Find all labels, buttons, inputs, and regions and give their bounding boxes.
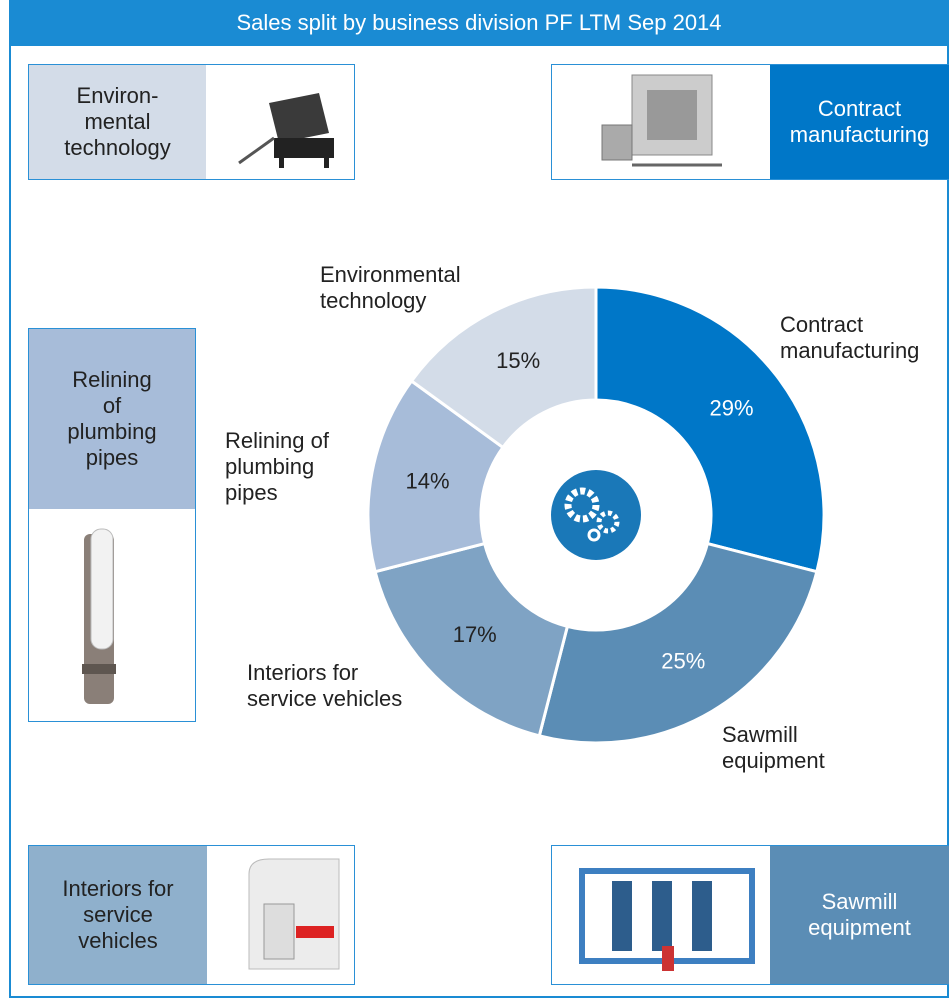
panel-image [238,93,334,168]
panel-label: Relining of plumbing pipes [29,329,195,509]
slice [373,541,570,738]
chart-title: Sales split by business division PF LTM … [9,0,949,46]
value-label: 15% [496,348,540,373]
category-label: Sawmill equipment [722,722,825,773]
slice [409,285,598,450]
panel: Environ- mental technology [28,64,355,180]
center-icon [551,470,641,560]
category-label: Environmental technology [320,262,461,313]
panel: Sawmill equipment [551,845,949,985]
panel: Contract manufacturing [551,64,949,180]
panel: Interiors for service vehicles [28,845,355,985]
panel-image [579,868,755,971]
panel-label: Interiors for service vehicles [29,846,207,984]
value-label: 17% [453,622,497,647]
panel-label: Contract manufacturing [770,65,949,179]
panel-label: Sawmill equipment [770,846,949,984]
panel-label: Environ- mental technology [29,65,206,179]
panel-image [601,74,722,167]
value-label: 29% [709,396,753,421]
category-label: Interiors for service vehicles [247,660,403,711]
panel-image [82,528,116,704]
category-label: Contract manufacturing [780,312,920,363]
panel-image [248,858,340,970]
panel: Relining of plumbing pipes [28,328,196,722]
category-label: Relining of plumbing pipes [225,428,329,505]
slice [537,541,819,745]
slice [594,285,826,574]
value-label: 25% [661,648,705,673]
value-label: 14% [406,469,450,494]
